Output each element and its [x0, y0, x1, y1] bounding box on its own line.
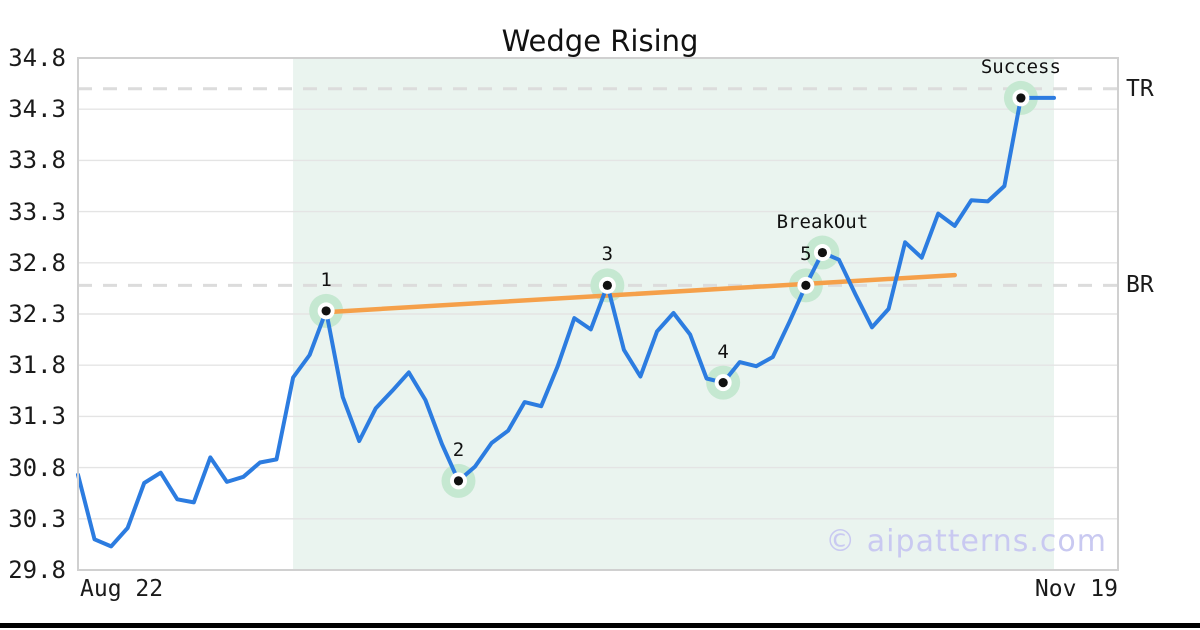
bottom-border-bar	[0, 623, 1200, 628]
x-axis-start-label: Aug 22	[80, 576, 164, 602]
marker-dot-1	[321, 306, 331, 316]
marker-dot-4	[718, 378, 728, 388]
price-line	[76, 95, 1056, 549]
marker-dot-success	[1016, 93, 1026, 103]
annotation-label-5: 5	[800, 243, 812, 266]
plot-border	[77, 57, 1119, 571]
annotation-label-1: 1	[320, 268, 332, 291]
marker-dot-breakout	[817, 247, 828, 258]
y-tick-label: 32.8	[8, 248, 66, 277]
resistance-level-label-tr: TR	[1126, 75, 1154, 102]
marker-dot-5	[801, 280, 811, 290]
y-tick-label: 33.8	[8, 146, 66, 175]
y-tick-label: 33.3	[8, 197, 66, 226]
y-tick-label: 34.8	[8, 44, 66, 72]
annotation-label-2: 2	[452, 438, 465, 461]
y-tick-label: 31.8	[8, 351, 66, 380]
y-tick-label: 29.8	[8, 556, 66, 584]
y-tick-label: 31.3	[8, 402, 66, 431]
x-axis-end-label: Nov 19	[1034, 576, 1118, 602]
watermark: © aipatterns.com	[825, 524, 1107, 559]
breakout-level-label-br: BR	[1126, 272, 1154, 299]
y-tick-label: 30.8	[8, 453, 66, 482]
annotation-label-3: 3	[601, 243, 614, 266]
marker-dot-2	[453, 476, 464, 486]
annotation-label-breakout: BreakOut	[776, 210, 869, 233]
y-tick-label: 32.3	[8, 300, 66, 328]
annotation-label-success: Success	[980, 55, 1061, 78]
y-tick-label: 34.3	[8, 95, 66, 124]
marker-dot-3	[602, 280, 612, 290]
chart-title: Wedge Rising	[501, 24, 699, 58]
y-tick-label: 30.3	[8, 504, 66, 533]
annotation-label-4: 4	[717, 340, 729, 363]
